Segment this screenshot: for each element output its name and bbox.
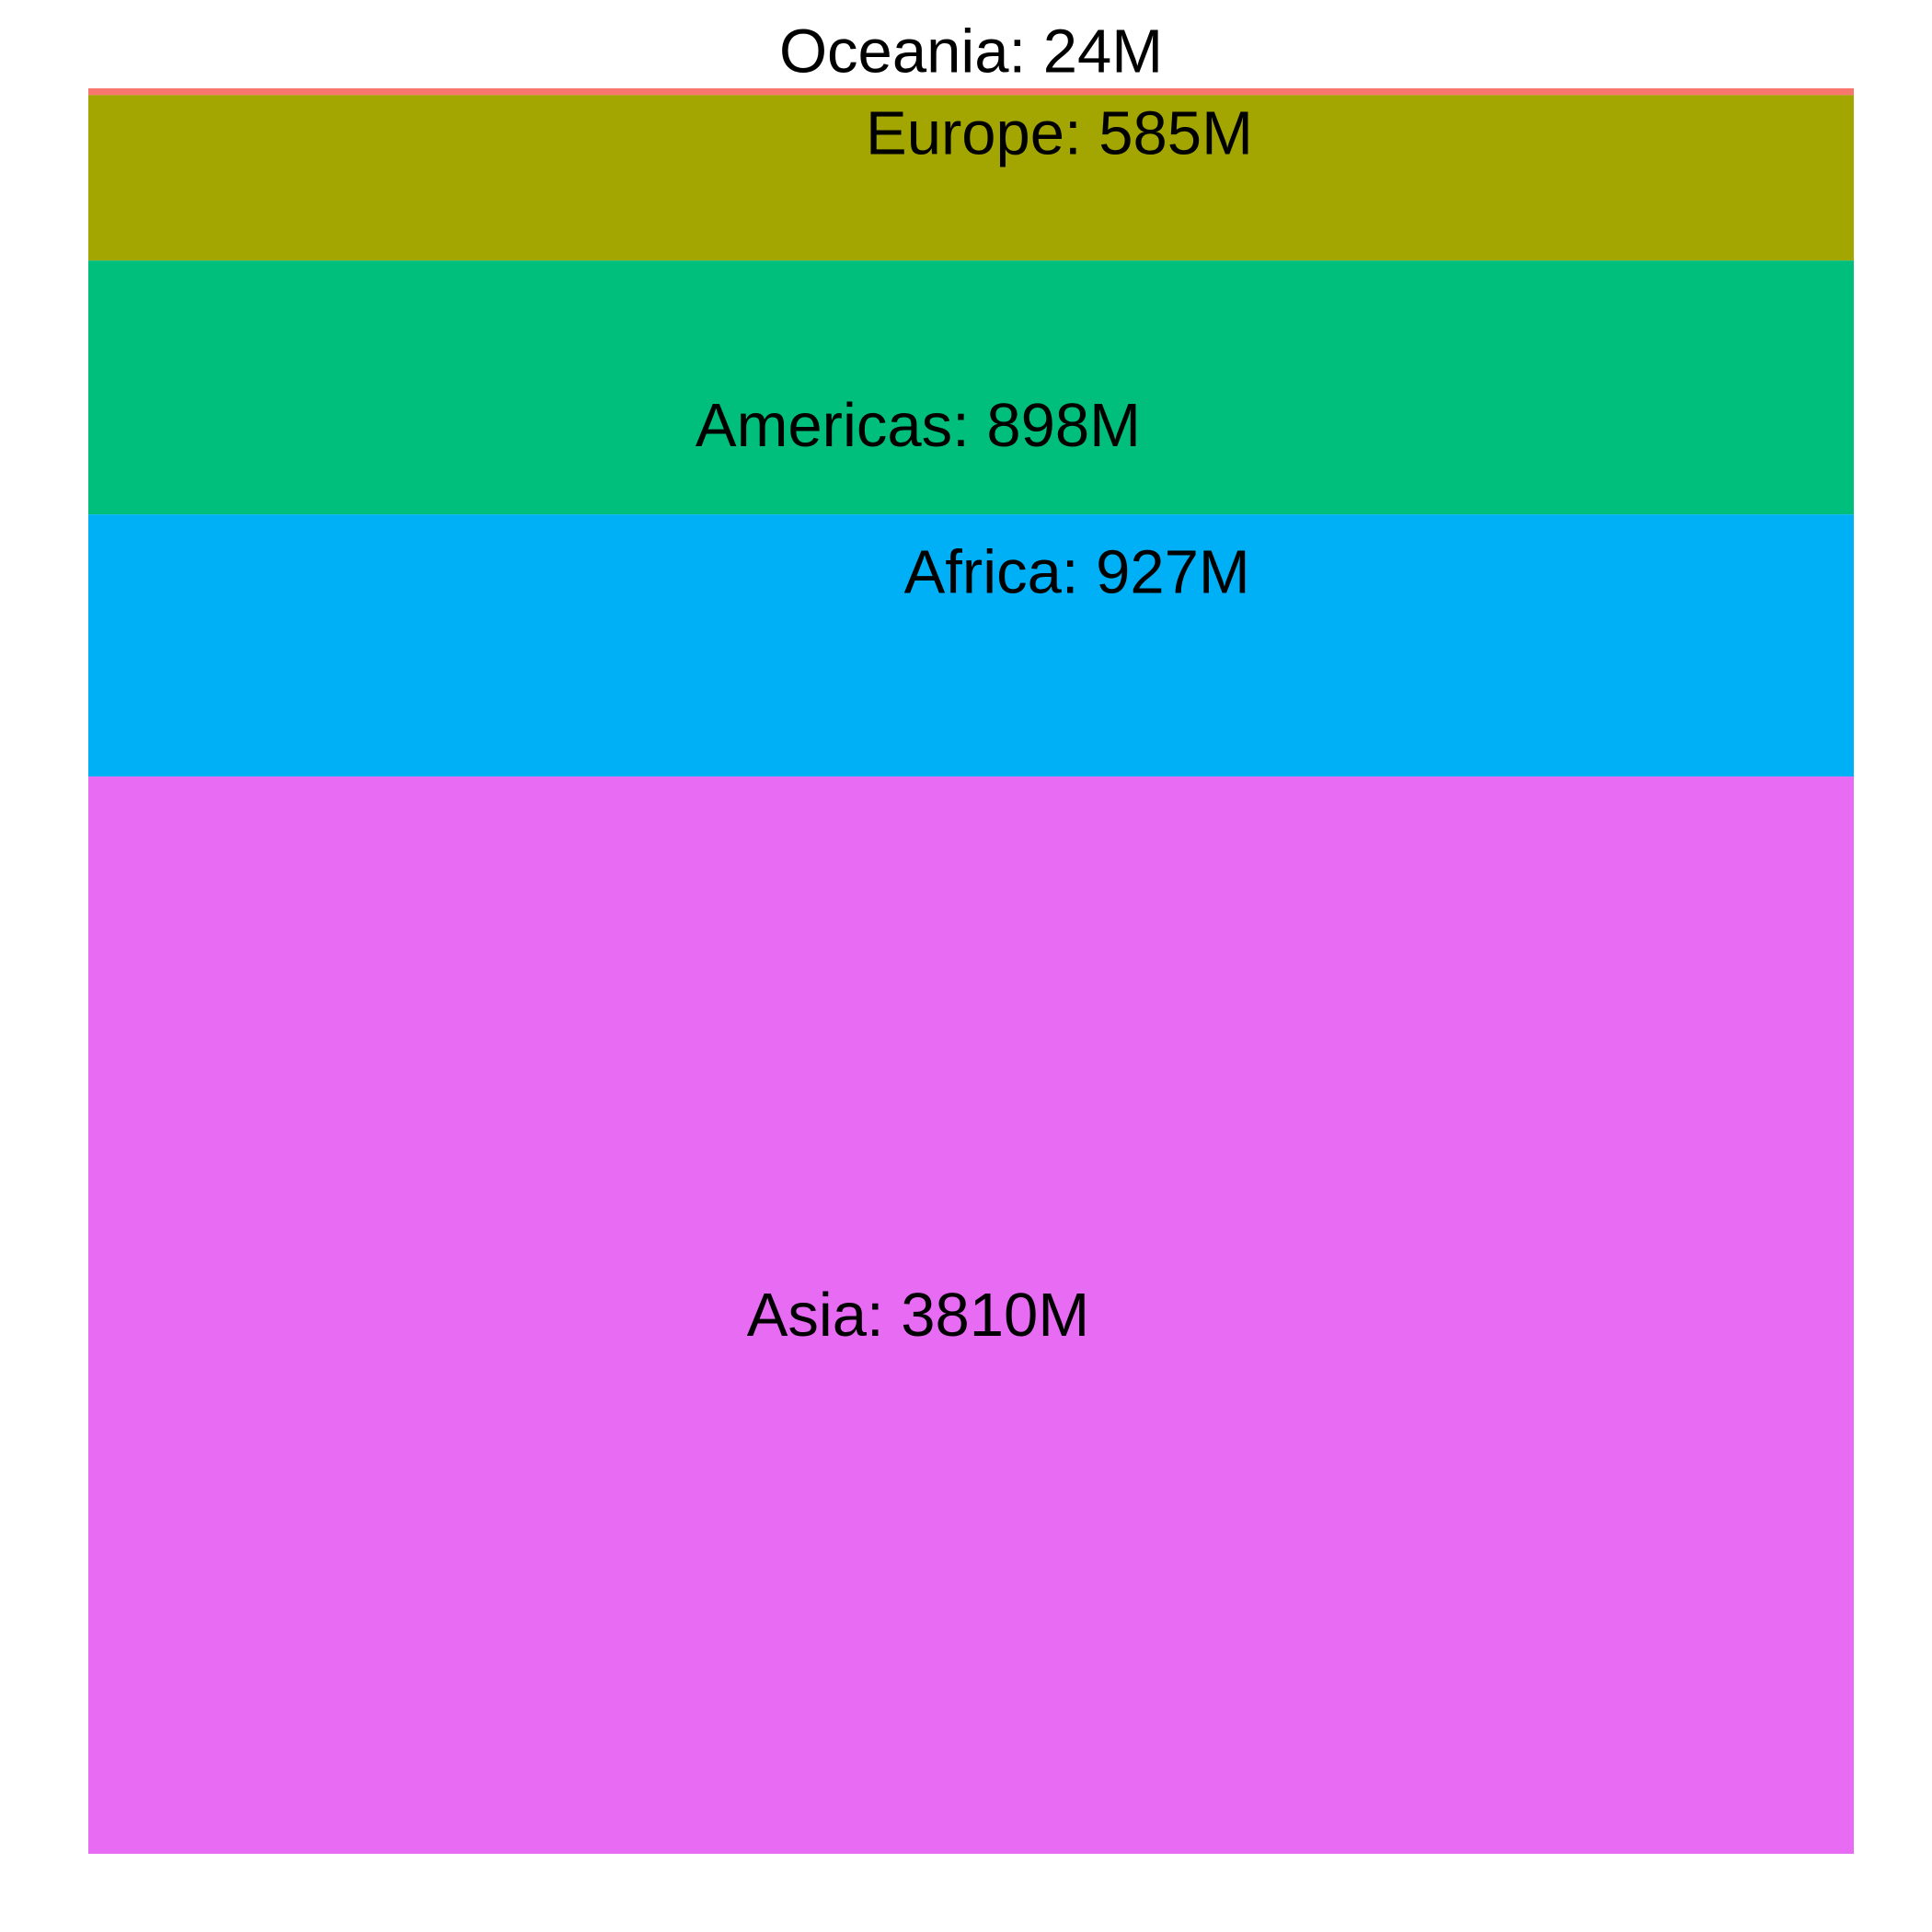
segment-label-europe: Europe: 585M xyxy=(866,98,1253,167)
segment-americas xyxy=(88,260,1854,515)
segment-label-africa: Africa: 927M xyxy=(904,537,1250,606)
chart-segment-labels: Oceania: 24M Europe: 585M Americas: 898M Af… xyxy=(696,17,1253,1350)
segment-africa xyxy=(88,514,1854,777)
segment-oceania xyxy=(88,88,1854,96)
segment-europe xyxy=(88,95,1854,261)
chart-segments xyxy=(88,88,1854,1854)
segment-label-americas: Americas: 898M xyxy=(696,391,1141,460)
segment-label-oceania: Oceania: 24M xyxy=(779,17,1163,86)
segment-asia xyxy=(88,776,1854,1854)
segment-label-asia: Asia: 3810M xyxy=(747,1281,1089,1350)
